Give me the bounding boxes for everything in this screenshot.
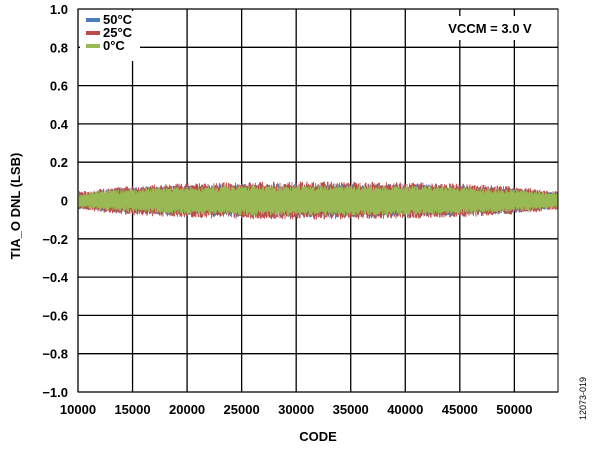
- plot-frame: [77, 8, 559, 393]
- x-tick-label: 45000: [442, 402, 478, 417]
- x-tick-label: 30000: [278, 402, 314, 417]
- x-tick-label: 15000: [114, 402, 150, 417]
- annotation-box: [428, 16, 552, 40]
- y-tick-label: 0.2: [50, 155, 68, 170]
- x-axis-title: CODE: [299, 429, 337, 444]
- y-axis-title: TIA_O DNL (LSB): [8, 153, 23, 260]
- legend-swatch: [86, 31, 100, 35]
- y-tick-label: −1.0: [42, 385, 68, 400]
- grid-lines: [77, 8, 558, 393]
- y-tick-label: −0.6: [42, 308, 68, 323]
- y-tick-labels: −1.0 −0.8 −0.6 −0.4 −0.2 0 0.2 0.4 0.6 0.8 1.0: [42, 2, 68, 400]
- y-tick-label: −0.8: [42, 347, 68, 362]
- series-0C-band: [77, 185, 559, 216]
- y-tick-label: 0.6: [50, 79, 68, 94]
- y-tick-label: −0.2: [42, 232, 68, 247]
- legend: 50°C25°C0°C: [80, 11, 140, 61]
- y-tick-label: 0: [61, 194, 68, 209]
- x-tick-label: 10000: [60, 402, 96, 417]
- figure-id: 12073-019: [578, 377, 588, 420]
- legend-swatch: [86, 44, 100, 48]
- x-tick-label: 25000: [224, 402, 260, 417]
- x-tick-labels: 10000 15000 20000 25000 30000 35000 40000 45000…: [60, 402, 533, 417]
- x-tick-label: 20000: [169, 402, 205, 417]
- legend-label: 25°C: [103, 25, 133, 40]
- x-tick-label: 40000: [387, 402, 423, 417]
- legend-label: 50°C: [103, 12, 133, 27]
- y-tick-label: 0.4: [50, 117, 69, 132]
- x-tick-label: 50000: [496, 402, 532, 417]
- x-tick-label: 35000: [333, 402, 369, 417]
- y-tick-label: 0.8: [50, 40, 68, 55]
- legend-swatch: [86, 18, 100, 22]
- legend-label: 0°C: [103, 38, 125, 53]
- y-tick-label: 1.0: [50, 2, 68, 17]
- vccm-annotation: VCCM = 3.0 V: [448, 21, 532, 36]
- y-tick-label: −0.4: [42, 270, 68, 285]
- data-series: [77, 181, 559, 220]
